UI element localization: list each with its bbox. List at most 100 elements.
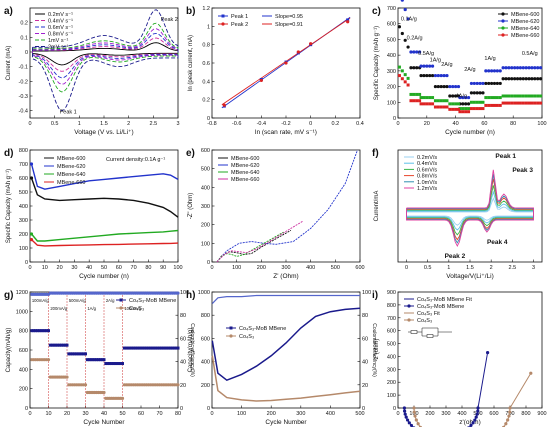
y-axis-label: ln (peak current, mA)	[188, 35, 194, 91]
y-tick-label: 400	[387, 354, 396, 360]
data-point	[418, 50, 422, 54]
x-axis-label: z'(ohm)	[459, 419, 480, 426]
data-point	[471, 421, 475, 425]
x-tick-label: 1	[447, 265, 450, 271]
y-tick-label: -0.4	[19, 109, 28, 115]
x-tick-label: -0.2	[281, 121, 290, 127]
y-tick-label: 400	[201, 185, 210, 191]
rate-annotation: 0.5A/g	[522, 51, 538, 57]
data-point	[478, 81, 482, 86]
data-point	[158, 346, 161, 350]
rate-annotation: 2A/g	[106, 298, 115, 303]
x-tick-label: 400	[457, 411, 466, 417]
data-point	[419, 96, 423, 100]
rate-annotation: 0.5A/g	[418, 51, 434, 57]
data-point	[475, 100, 479, 104]
y-tick-label: 700	[387, 316, 396, 322]
peak-annotation: Peak 1	[495, 153, 516, 160]
data-point	[442, 84, 446, 89]
data-point	[414, 418, 418, 422]
x-axis-label: Cycle Number	[265, 419, 307, 426]
x-tick-label: 200	[267, 411, 276, 417]
data-point	[533, 101, 537, 105]
x-tick-label: 0	[405, 265, 408, 271]
nyquist-curve	[216, 220, 304, 263]
data-point	[490, 96, 494, 100]
x-axis-label: ln (scan rate, mV s⁻¹)	[255, 129, 317, 136]
efficiency-curve	[211, 294, 360, 305]
data-point	[513, 94, 517, 98]
data-point	[515, 66, 520, 70]
data-point	[135, 346, 139, 350]
data-point	[508, 406, 512, 410]
data-point	[442, 73, 446, 78]
y2-tick-label: 20	[362, 383, 368, 389]
data-point	[490, 103, 494, 107]
data-point	[510, 77, 514, 81]
data-point	[498, 96, 502, 100]
y-tick-label: 0	[393, 406, 396, 412]
y-tick-label: 0.4	[202, 79, 210, 85]
rate-annotation: 1A/g	[430, 57, 441, 63]
data-point	[454, 102, 458, 106]
panel-label: a)	[4, 6, 13, 17]
data-point	[431, 102, 435, 106]
y-axis-label: Current (mA)	[6, 46, 12, 81]
x-tick-label: 500	[331, 265, 340, 271]
data-point	[433, 73, 438, 78]
panel-label: e)	[186, 148, 195, 159]
data-point	[530, 66, 534, 70]
data-point	[84, 352, 87, 356]
data-point	[501, 12, 505, 16]
data-point	[504, 422, 508, 426]
y-tick-label: 100	[387, 393, 396, 399]
x-axis-label: Cycle number (n)	[79, 273, 129, 280]
y2-tick-label: 0	[362, 406, 365, 412]
peak-annotation: Peak 2	[161, 17, 178, 23]
data-point	[422, 96, 426, 100]
x-tick-label: 2	[490, 265, 493, 271]
legend-label: 0.4mV/s	[417, 161, 437, 167]
panel-9: i) 0 100 200 300 400 500 600 700 800 900 0 100 200 300…	[372, 290, 547, 427]
data-point	[35, 329, 39, 333]
panel-label: f)	[372, 148, 379, 159]
data-point	[454, 107, 458, 111]
data-point	[472, 91, 476, 95]
data-point	[397, 74, 401, 78]
data-point	[71, 352, 75, 356]
data-point	[259, 78, 263, 83]
data-point	[513, 101, 517, 105]
data-point	[510, 94, 514, 98]
data-point	[524, 66, 528, 70]
data-point	[167, 346, 171, 350]
y-tick-label: 600	[201, 148, 210, 154]
x-tick-label: 30	[71, 265, 77, 271]
data-point	[56, 343, 60, 347]
data-point	[98, 358, 102, 362]
data-point	[87, 358, 91, 362]
data-point	[442, 99, 446, 103]
data-point	[121, 362, 124, 366]
data-point	[139, 346, 143, 350]
data-point	[415, 50, 419, 54]
data-point	[495, 96, 499, 100]
data-point	[495, 81, 499, 86]
y-tick-label: 0	[25, 406, 28, 412]
data-point	[498, 81, 502, 86]
data-point	[469, 423, 473, 427]
x-tick-label: 400	[326, 411, 335, 417]
data-point	[156, 346, 160, 350]
data-point	[524, 77, 528, 81]
x-tick-label: 80	[175, 411, 181, 417]
data-point	[132, 346, 136, 350]
y-tick-label: 1000	[198, 290, 210, 296]
data-point	[397, 65, 401, 69]
x-tick-label: -0.6	[232, 121, 241, 127]
data-point	[174, 346, 178, 350]
rate-annotation: 1A/g	[87, 306, 96, 311]
data-point	[93, 358, 97, 362]
data-point	[407, 304, 411, 308]
data-point	[533, 77, 537, 81]
data-point	[430, 64, 435, 68]
data-point	[39, 329, 43, 333]
